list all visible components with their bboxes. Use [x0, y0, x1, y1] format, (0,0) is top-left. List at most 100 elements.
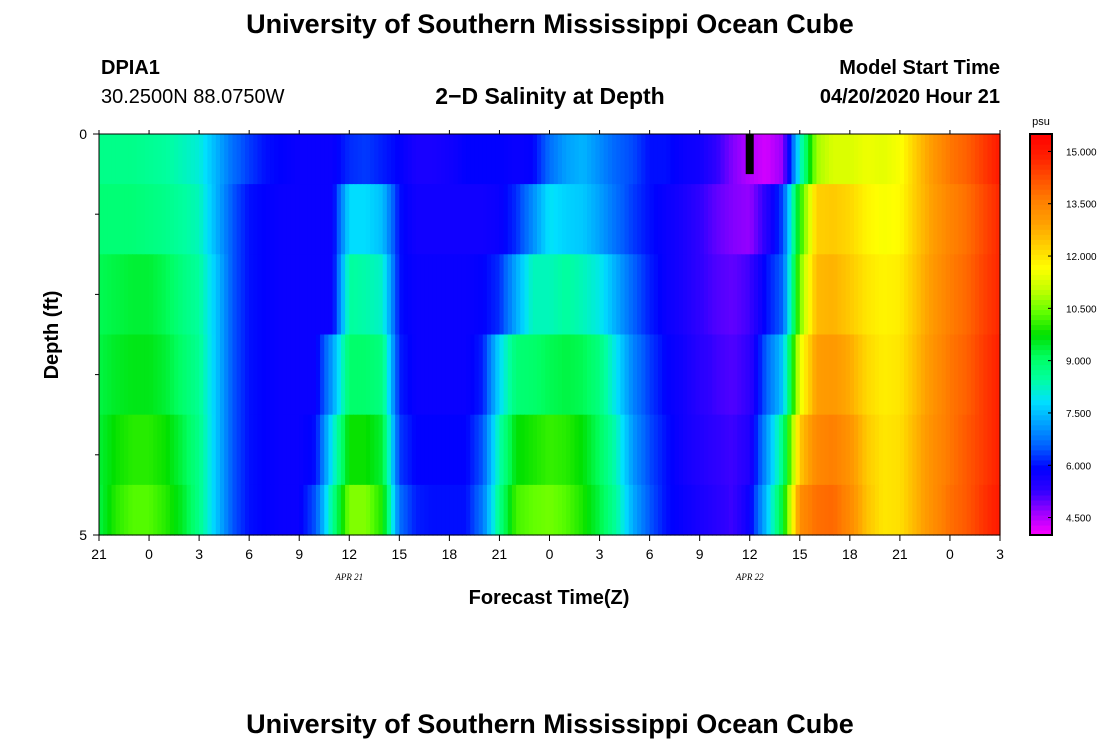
heatmap-cell	[854, 414, 859, 486]
heatmap-cell	[578, 134, 584, 185]
heatmap-cell	[207, 484, 213, 536]
heatmap-cell	[758, 184, 763, 255]
heatmap-cell	[428, 334, 434, 416]
heatmap-cell	[883, 134, 888, 185]
heatmap-cell	[349, 484, 355, 536]
colorbar-segment	[1030, 139, 1052, 145]
heatmap-cell	[645, 134, 651, 185]
model-start-label: Model Start Time	[839, 57, 1000, 79]
heatmap-cell	[299, 484, 304, 536]
heatmap-cell	[983, 134, 989, 185]
heatmap-cell	[228, 414, 234, 486]
heatmap-cell	[841, 484, 847, 536]
heatmap-cell	[991, 134, 997, 185]
heatmap-cell	[745, 254, 751, 336]
heatmap-cell	[979, 134, 984, 185]
heatmap-cell	[587, 184, 592, 255]
heatmap-cell	[219, 134, 225, 185]
heatmap-cell	[745, 484, 751, 536]
x-tick-label: 21	[892, 546, 908, 562]
heatmap-cell	[970, 484, 976, 536]
heatmap-cell	[887, 134, 893, 185]
heatmap-cell	[315, 484, 321, 536]
heatmap-cell	[311, 134, 317, 185]
heatmap-cell	[929, 134, 934, 185]
heatmap-cell	[257, 414, 263, 486]
heatmap-cell	[278, 184, 284, 255]
heatmap-cell	[824, 184, 830, 255]
heatmap-cell	[941, 184, 947, 255]
colorbar-segment	[1030, 504, 1052, 511]
colorbar-segment	[1030, 484, 1052, 491]
heatmap-cell	[795, 134, 801, 185]
heatmap-cell	[687, 334, 692, 416]
heatmap-cell	[653, 184, 659, 255]
colorbar-segment	[1030, 314, 1052, 321]
heatmap-cell	[799, 134, 805, 185]
heatmap-cell	[365, 254, 371, 336]
heatmap-cell	[307, 414, 313, 486]
heatmap-cell	[174, 334, 179, 416]
heatmap-cell	[153, 484, 158, 536]
heatmap-cell	[641, 484, 647, 536]
heatmap-cell	[215, 134, 221, 185]
heatmap-cell	[666, 414, 672, 486]
heatmap-cell	[695, 484, 701, 536]
heatmap-cell	[491, 134, 496, 185]
heatmap-cell	[599, 414, 605, 486]
heatmap-cell	[949, 254, 955, 336]
heatmap-cell	[687, 254, 692, 336]
heatmap-cell	[524, 254, 530, 336]
heatmap-cell	[161, 334, 167, 416]
colorbar-segment	[1030, 204, 1052, 210]
heatmap-cell	[495, 134, 501, 185]
heatmap-cell	[904, 254, 909, 336]
heatmap-cell	[816, 254, 822, 336]
heatmap-cell	[678, 484, 684, 536]
heatmap-cell	[190, 334, 196, 416]
heatmap-cell	[219, 334, 225, 416]
heatmap-cell	[991, 484, 997, 536]
heatmap-cell	[390, 254, 396, 336]
x-tick-label: 0	[546, 546, 554, 562]
heatmap-cell	[311, 184, 317, 255]
heatmap-cell	[628, 134, 634, 185]
heatmap-cell	[774, 334, 780, 416]
heatmap-cell	[328, 134, 334, 185]
heatmap-cell	[933, 134, 939, 185]
heatmap-cell	[282, 334, 288, 416]
heatmap-cell	[557, 254, 563, 336]
x-tick-label: 6	[245, 546, 253, 562]
heatmap-cell	[920, 134, 926, 185]
heatmap-cell	[758, 134, 763, 185]
heatmap-cell	[787, 134, 793, 185]
heatmap-cell	[862, 334, 868, 416]
heatmap-cell	[374, 484, 380, 536]
heatmap-cell	[336, 254, 342, 336]
heatmap-cell	[299, 184, 304, 255]
heatmap-cell	[224, 414, 229, 486]
heatmap-cell	[236, 414, 242, 486]
heatmap-cell	[762, 184, 768, 255]
heatmap-cell	[699, 414, 705, 486]
heatmap-cell	[783, 184, 788, 255]
heatmap-cell	[378, 134, 384, 185]
heatmap-cell	[803, 254, 809, 336]
heatmap-cell	[286, 334, 292, 416]
heatmap-cell	[349, 334, 355, 416]
heatmap-cell	[461, 184, 467, 255]
heatmap-cell	[749, 334, 755, 416]
heatmap-cell	[762, 484, 768, 536]
heatmap-cell	[899, 254, 905, 336]
heatmap-cell	[361, 254, 367, 336]
heatmap-cell	[766, 254, 772, 336]
heatmap-cell	[491, 334, 496, 416]
colorbar-segment	[1030, 289, 1052, 295]
heatmap-cell	[962, 484, 968, 536]
heatmap-cell	[340, 134, 346, 185]
heatmap-cell	[733, 134, 738, 185]
heatmap-cell	[311, 254, 317, 336]
x-tick-label: 3	[596, 546, 604, 562]
heatmap-cell	[924, 184, 930, 255]
heatmap-cell	[808, 254, 813, 336]
